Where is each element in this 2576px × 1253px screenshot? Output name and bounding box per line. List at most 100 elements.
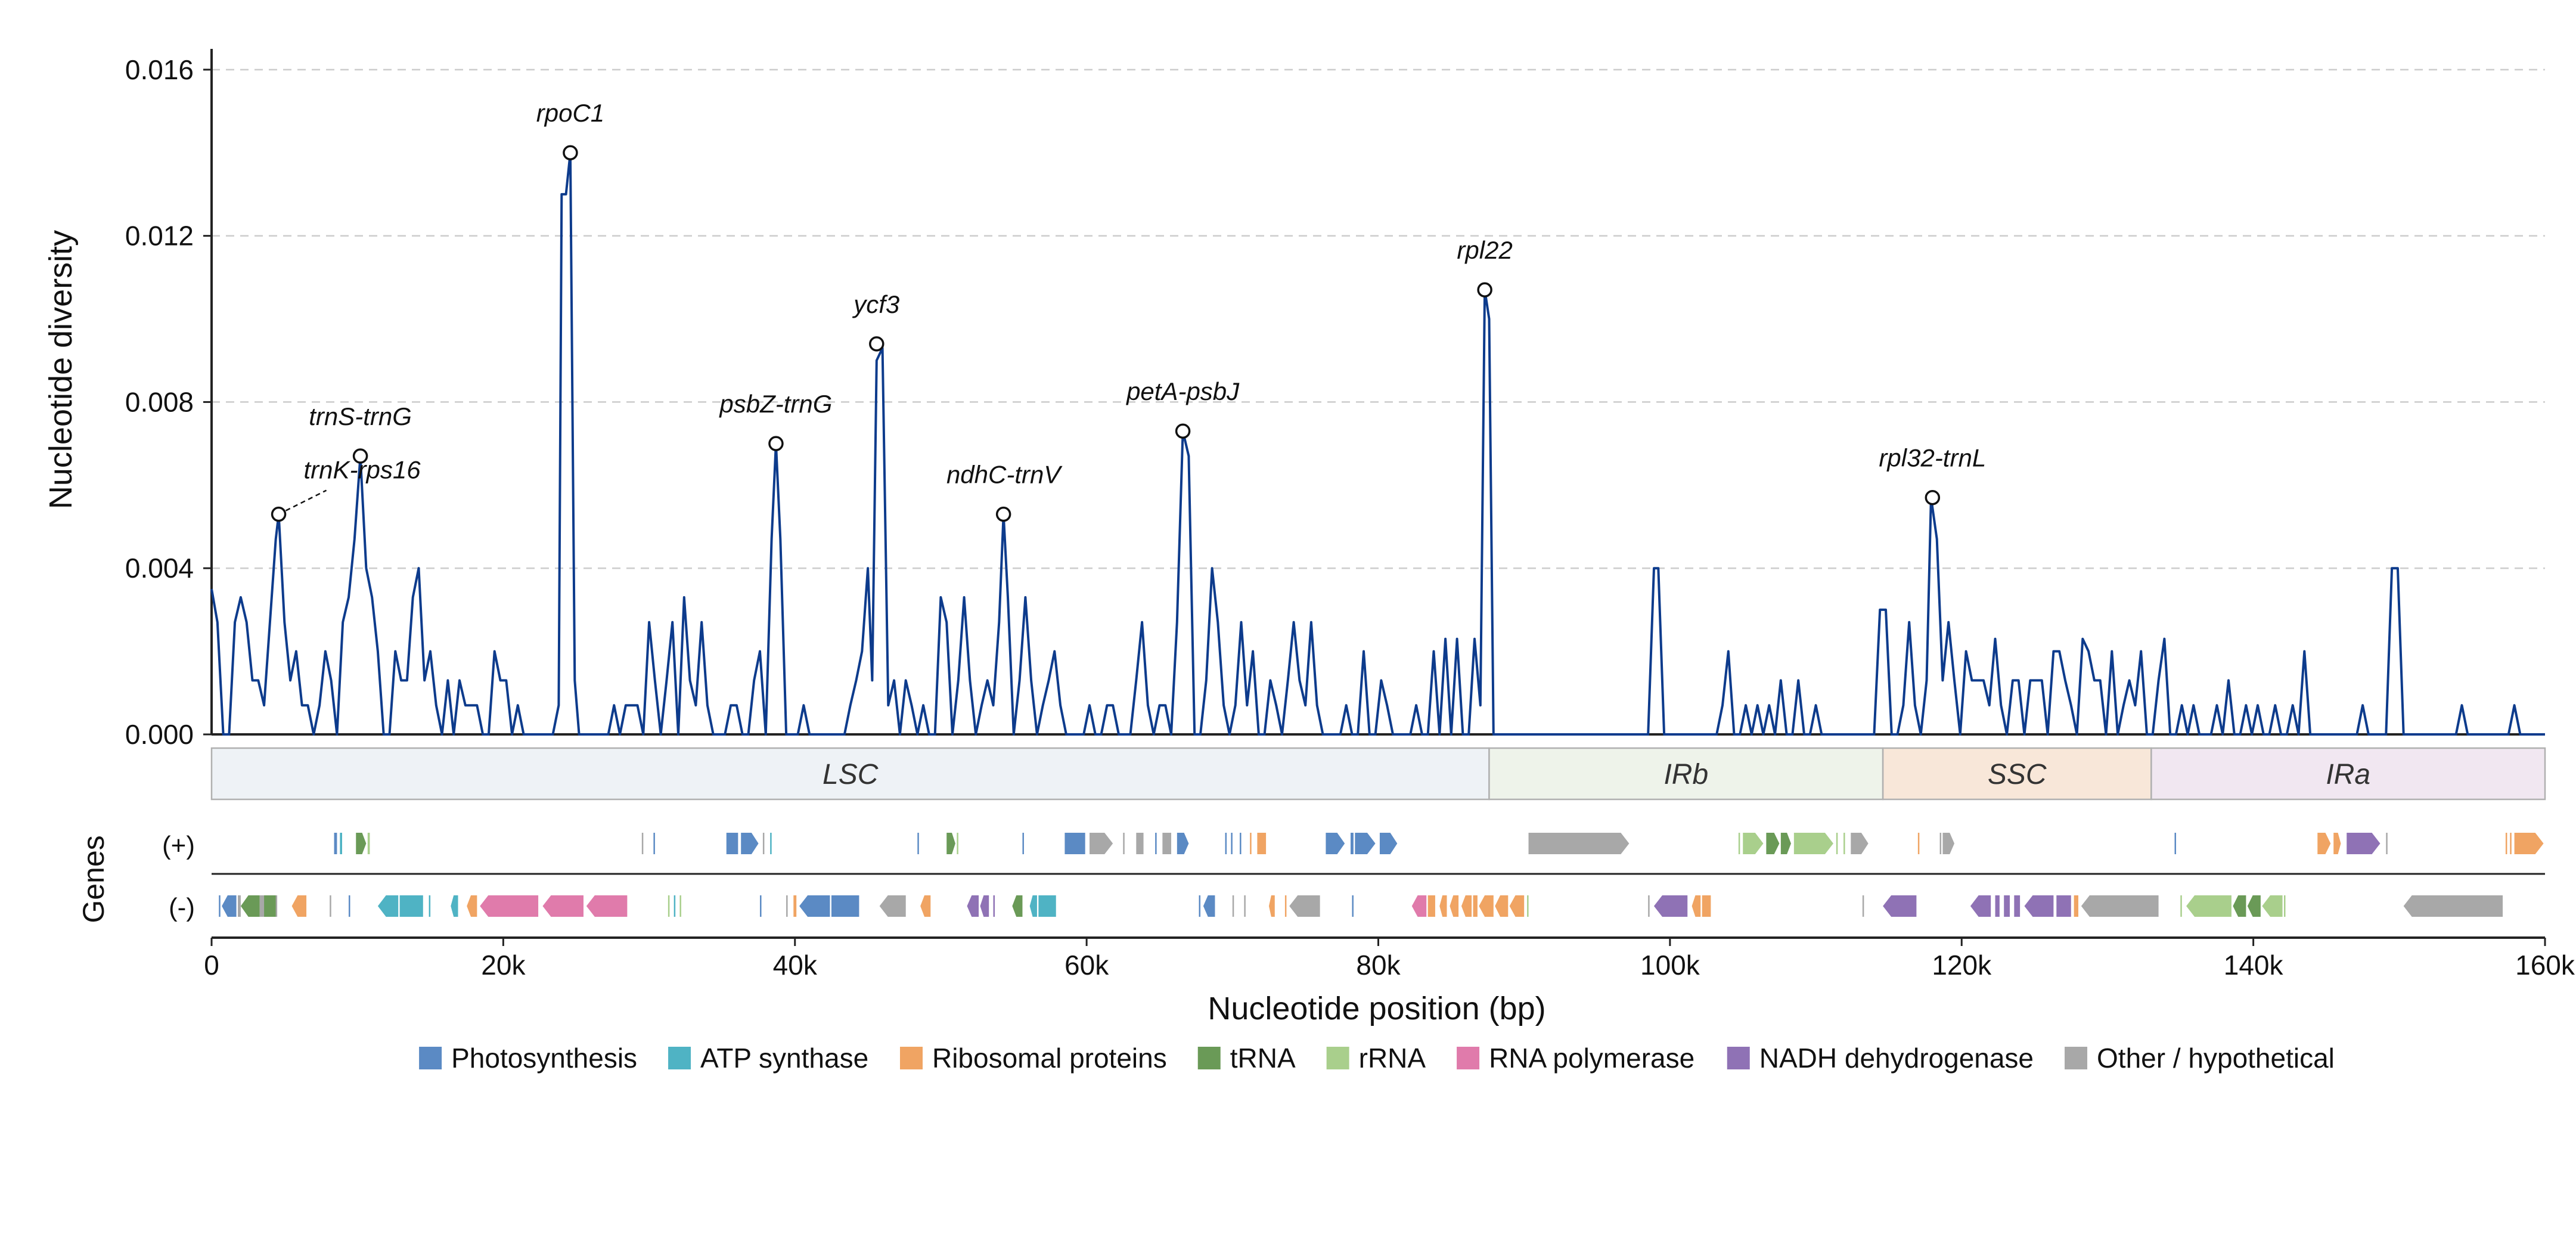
gene-plus-photosynthesis [334,833,337,854]
gene-minus-ribosomal-proteins [1268,895,1275,917]
peak-marker [271,506,287,522]
gene-minus-photosynthesis [831,895,859,917]
gene-plus-ribosomal-proteins [2317,833,2331,854]
gene-minus-rrna [679,895,681,917]
gene-plus-other-hypothetical [1090,833,1113,854]
y-tick-label: 0.000 [125,719,194,750]
gene-plus-photosynthesis [1231,833,1233,854]
region-label: LSC [823,759,879,790]
gene-plus-trna [1780,833,1791,854]
x-tick-label: 60k [1064,950,1109,981]
gene-plus-other-hypothetical [1939,833,1942,854]
region-label: IRa [2326,759,2370,790]
y-tick-label: 0.016 [125,54,194,85]
legend-swatch-atp-synthase [668,1047,691,1069]
y-tick-label: 0.008 [125,386,194,417]
gene-minus-other-hypothetical [1232,895,1234,917]
gene-minus-other-hypothetical [238,895,241,917]
peak-annotations: trnK-rps16trnS-trnGrpoC1psbZ-trnGycf3ndh… [271,99,1986,522]
gene-minus-nadh-dehydrogenase [967,895,979,917]
gene-minus-photosynthesis [219,895,221,917]
gene-minus-nadh-dehydrogenase [1883,895,1917,917]
gene-minus-other-hypothetical [2403,895,2503,917]
x-axis-label: Nucleotide position (bp) [1208,991,1545,1026]
gene-plus-photosynthesis [1022,833,1024,854]
gene-plus-other-hypothetical [2386,833,2388,854]
gene-minus-nadh-dehydrogenase [980,895,989,917]
gene-minus-nadh-dehydrogenase [993,895,995,917]
gene-minus-ribosomal-proteins [1692,895,1701,917]
gene-plus-rrna [1743,833,1764,854]
gene-minus-photosynthesis [349,895,350,917]
gene-plus-photosynthesis [1155,833,1157,854]
gene-minus-photosynthesis [1199,895,1201,917]
plus-strand-label: (+) [162,831,195,860]
gene-minus-rrna [1527,895,1529,917]
peak-marker [1175,423,1191,439]
gene-minus-ribosomal-proteins [1702,895,1711,917]
gene-plus-rrna [367,833,370,854]
gene-plus-photosynthesis [726,833,738,854]
gene-minus-ribosomal-proteins [920,895,931,917]
x-tick-label: 140k [2224,950,2284,981]
region-ssc [1882,747,2152,801]
gene-plus-ribosomal-proteins [2510,833,2512,854]
region-ira [2150,747,2546,801]
gene-plus-photosynthesis [2174,833,2176,854]
gene-minus-rrna [2180,895,2182,917]
legend-swatch-rna-polymerase [1457,1047,1480,1069]
gene-minus-ribosomal-proteins [467,895,477,917]
gene-minus-atp-synthase [451,895,458,917]
axes: 0.000 0.004 0.008 0.012 0.016 0 20k 40k 60k 80k 10… [125,49,2575,981]
region-irb [1488,747,1884,801]
legend-label: NADH dehydrogenase [1759,1043,2034,1074]
peak-marker [1925,489,1941,505]
gene-plus-ribosomal-proteins [2514,833,2544,854]
gene-plus-other-hypothetical [762,833,765,854]
gene-plus-photosynthesis [1379,833,1398,854]
gene-minus-nadh-dehydrogenase [2004,895,2010,917]
gene-minus-photosynthesis [799,895,830,917]
gene-minus-trna [240,895,260,917]
peak-label: petA-psbJ [1125,377,1240,405]
gene-plus-other-hypothetical [1942,833,1955,854]
legend-label: ATP synthase [700,1043,868,1074]
gene-plus-rrna [957,833,958,854]
gene-plus-other-hypothetical [1123,833,1125,854]
gene-minus-ribosomal-proteins [793,895,797,917]
gene-minus-photosynthesis [1203,895,1215,917]
x-tick-label: 100k [1640,950,1700,981]
peak-label: rpl22 [1457,236,1512,264]
legend: Photosynthesis ATP synthase Ribosomal prot… [419,1043,2335,1074]
gene-minus-atp-synthase [674,895,676,917]
region-label: IRb [1663,759,1708,790]
gridlines [212,69,2545,569]
gene-plus-photosynthesis [1225,833,1227,854]
genes-track-label: Genes [77,835,110,923]
x-tick-label: 0 [204,950,219,981]
gene-minus-trna [1012,895,1023,917]
gene-minus-rna-polymerase [1411,895,1427,917]
gene-minus-other-hypothetical [1862,895,1864,917]
legend-swatch-rrna [1326,1047,1349,1069]
gene-plus-photosynthesis [1326,833,1345,854]
peak-marker [768,436,784,451]
y-tick-label: 0.004 [125,553,194,584]
legend-label: rRNA [1359,1043,1426,1074]
gene-plus-rrna [1836,833,1838,854]
peak-label: ycf3 [852,290,899,318]
gene-plus-trna [1766,833,1780,854]
gene-minus-other-hypothetical [1648,895,1650,917]
gene-minus-photosynthesis [1352,895,1354,917]
gene-minus-other-hypothetical [879,895,906,917]
gene-minus-rna-polymerase [480,895,539,917]
gene-minus-ribosomal-proteins [1473,895,1478,917]
gene-plus-ribosomal-proteins [2505,833,2507,854]
peak-label: psbZ-trnG [718,390,832,418]
gene-plus-photosynthesis [1355,833,1376,854]
gene-minus-rrna [2284,895,2286,917]
gene-minus-ribosomal-proteins [1439,895,1447,917]
gene-minus-rna-polymerase [542,895,584,917]
legend-swatch-photosynthesis [419,1047,442,1069]
